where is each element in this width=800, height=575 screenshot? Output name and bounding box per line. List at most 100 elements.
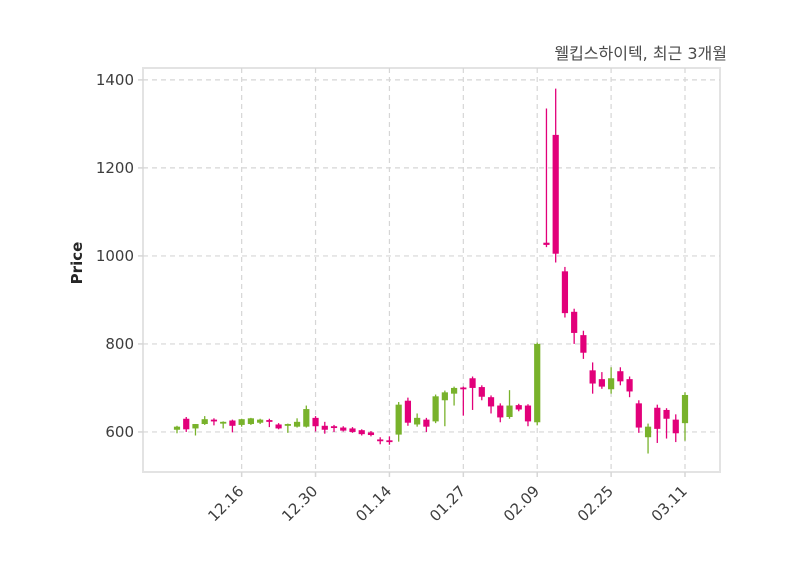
- candle: [293, 418, 301, 428]
- candle: [312, 416, 319, 432]
- candle: [580, 330, 587, 359]
- candle-body: [681, 394, 689, 424]
- candle: [404, 397, 412, 426]
- candle: [478, 385, 485, 401]
- candle-body: [266, 420, 273, 422]
- candle: [608, 367, 615, 394]
- candle-body: [450, 387, 458, 394]
- x-tick-label: 12.16: [204, 482, 247, 525]
- y-tick-label: 600: [105, 423, 134, 441]
- candle: [515, 403, 522, 412]
- candle: [635, 400, 642, 433]
- candle-body: [515, 405, 522, 410]
- candle: [543, 108, 550, 248]
- candle-body: [598, 379, 605, 387]
- candle: [626, 376, 633, 398]
- x-tick-label: 03.11: [648, 482, 691, 525]
- candle: [672, 414, 679, 443]
- candle: [654, 404, 661, 443]
- candle-body: [183, 418, 190, 430]
- candle-body: [321, 425, 328, 430]
- candle: [275, 423, 282, 430]
- candle: [367, 431, 375, 437]
- candle-body: [589, 370, 596, 384]
- candle: [321, 421, 328, 434]
- x-tick-label: 02.25: [574, 482, 617, 525]
- candle-body: [367, 432, 375, 436]
- candle-body: [349, 428, 356, 432]
- candle-body: [238, 419, 245, 425]
- candle-body: [293, 421, 301, 427]
- candle: [423, 417, 430, 432]
- candle-body: [469, 378, 476, 388]
- candle: [441, 390, 448, 427]
- candle-body: [395, 404, 402, 435]
- chart-title: 웰킵스하이텍, 최근 3개월: [554, 44, 727, 63]
- candle-body: [377, 439, 384, 442]
- candle: [210, 418, 218, 426]
- candle-body: [608, 378, 615, 390]
- candle-body: [552, 134, 559, 254]
- candle: [349, 427, 356, 433]
- candle-body: [524, 405, 532, 422]
- candle: [395, 402, 402, 442]
- candle: [284, 423, 291, 433]
- candle-body: [460, 387, 467, 390]
- candle-body: [414, 417, 421, 425]
- x-tick-label: 01.27: [426, 482, 469, 525]
- candle-body: [654, 407, 661, 429]
- candle: [487, 395, 495, 414]
- candle-body: [635, 403, 642, 428]
- candle: [571, 308, 578, 344]
- candle-body: [303, 409, 310, 427]
- candle-body: [229, 420, 236, 426]
- candle-body: [275, 424, 282, 429]
- candle: [192, 424, 199, 436]
- candle-body: [626, 379, 633, 392]
- candle-body: [478, 387, 485, 397]
- y-tick-label: 1400: [96, 71, 134, 89]
- candle-body: [441, 392, 448, 401]
- candle: [681, 392, 689, 441]
- candle-body: [561, 271, 569, 314]
- y-tick-label: 1000: [96, 247, 134, 265]
- candle-body: [506, 405, 513, 417]
- candle: [561, 266, 569, 318]
- candle: [598, 372, 605, 389]
- candle-body: [644, 426, 652, 438]
- candle: [201, 416, 208, 425]
- candle-body: [330, 426, 338, 429]
- candle: [432, 394, 439, 424]
- candle: [257, 418, 264, 425]
- candle: [220, 421, 227, 429]
- candle: [534, 342, 541, 426]
- candle: [450, 386, 458, 406]
- candle: [238, 418, 245, 427]
- y-tick-label: 800: [105, 335, 134, 353]
- candle: [663, 408, 670, 439]
- candle-body: [534, 343, 541, 423]
- candle-body: [340, 427, 347, 431]
- candle: [229, 419, 236, 433]
- x-tick-label: 12.30: [278, 482, 321, 525]
- candle-body: [580, 335, 587, 353]
- candle-body: [284, 424, 291, 426]
- candle: [497, 403, 504, 423]
- candle-body: [358, 430, 365, 435]
- candle: [247, 417, 254, 425]
- candle: [358, 429, 365, 436]
- candle: [460, 386, 467, 416]
- candle-body: [617, 371, 624, 382]
- candle: [524, 404, 532, 427]
- x-tick-label: 02.09: [500, 482, 543, 525]
- candle-body: [487, 397, 495, 407]
- candle-body: [173, 426, 181, 430]
- y-axis-title: Price: [68, 241, 86, 285]
- candle: [183, 416, 190, 432]
- candle: [552, 88, 559, 263]
- candle: [644, 423, 652, 454]
- candle-body: [386, 440, 393, 443]
